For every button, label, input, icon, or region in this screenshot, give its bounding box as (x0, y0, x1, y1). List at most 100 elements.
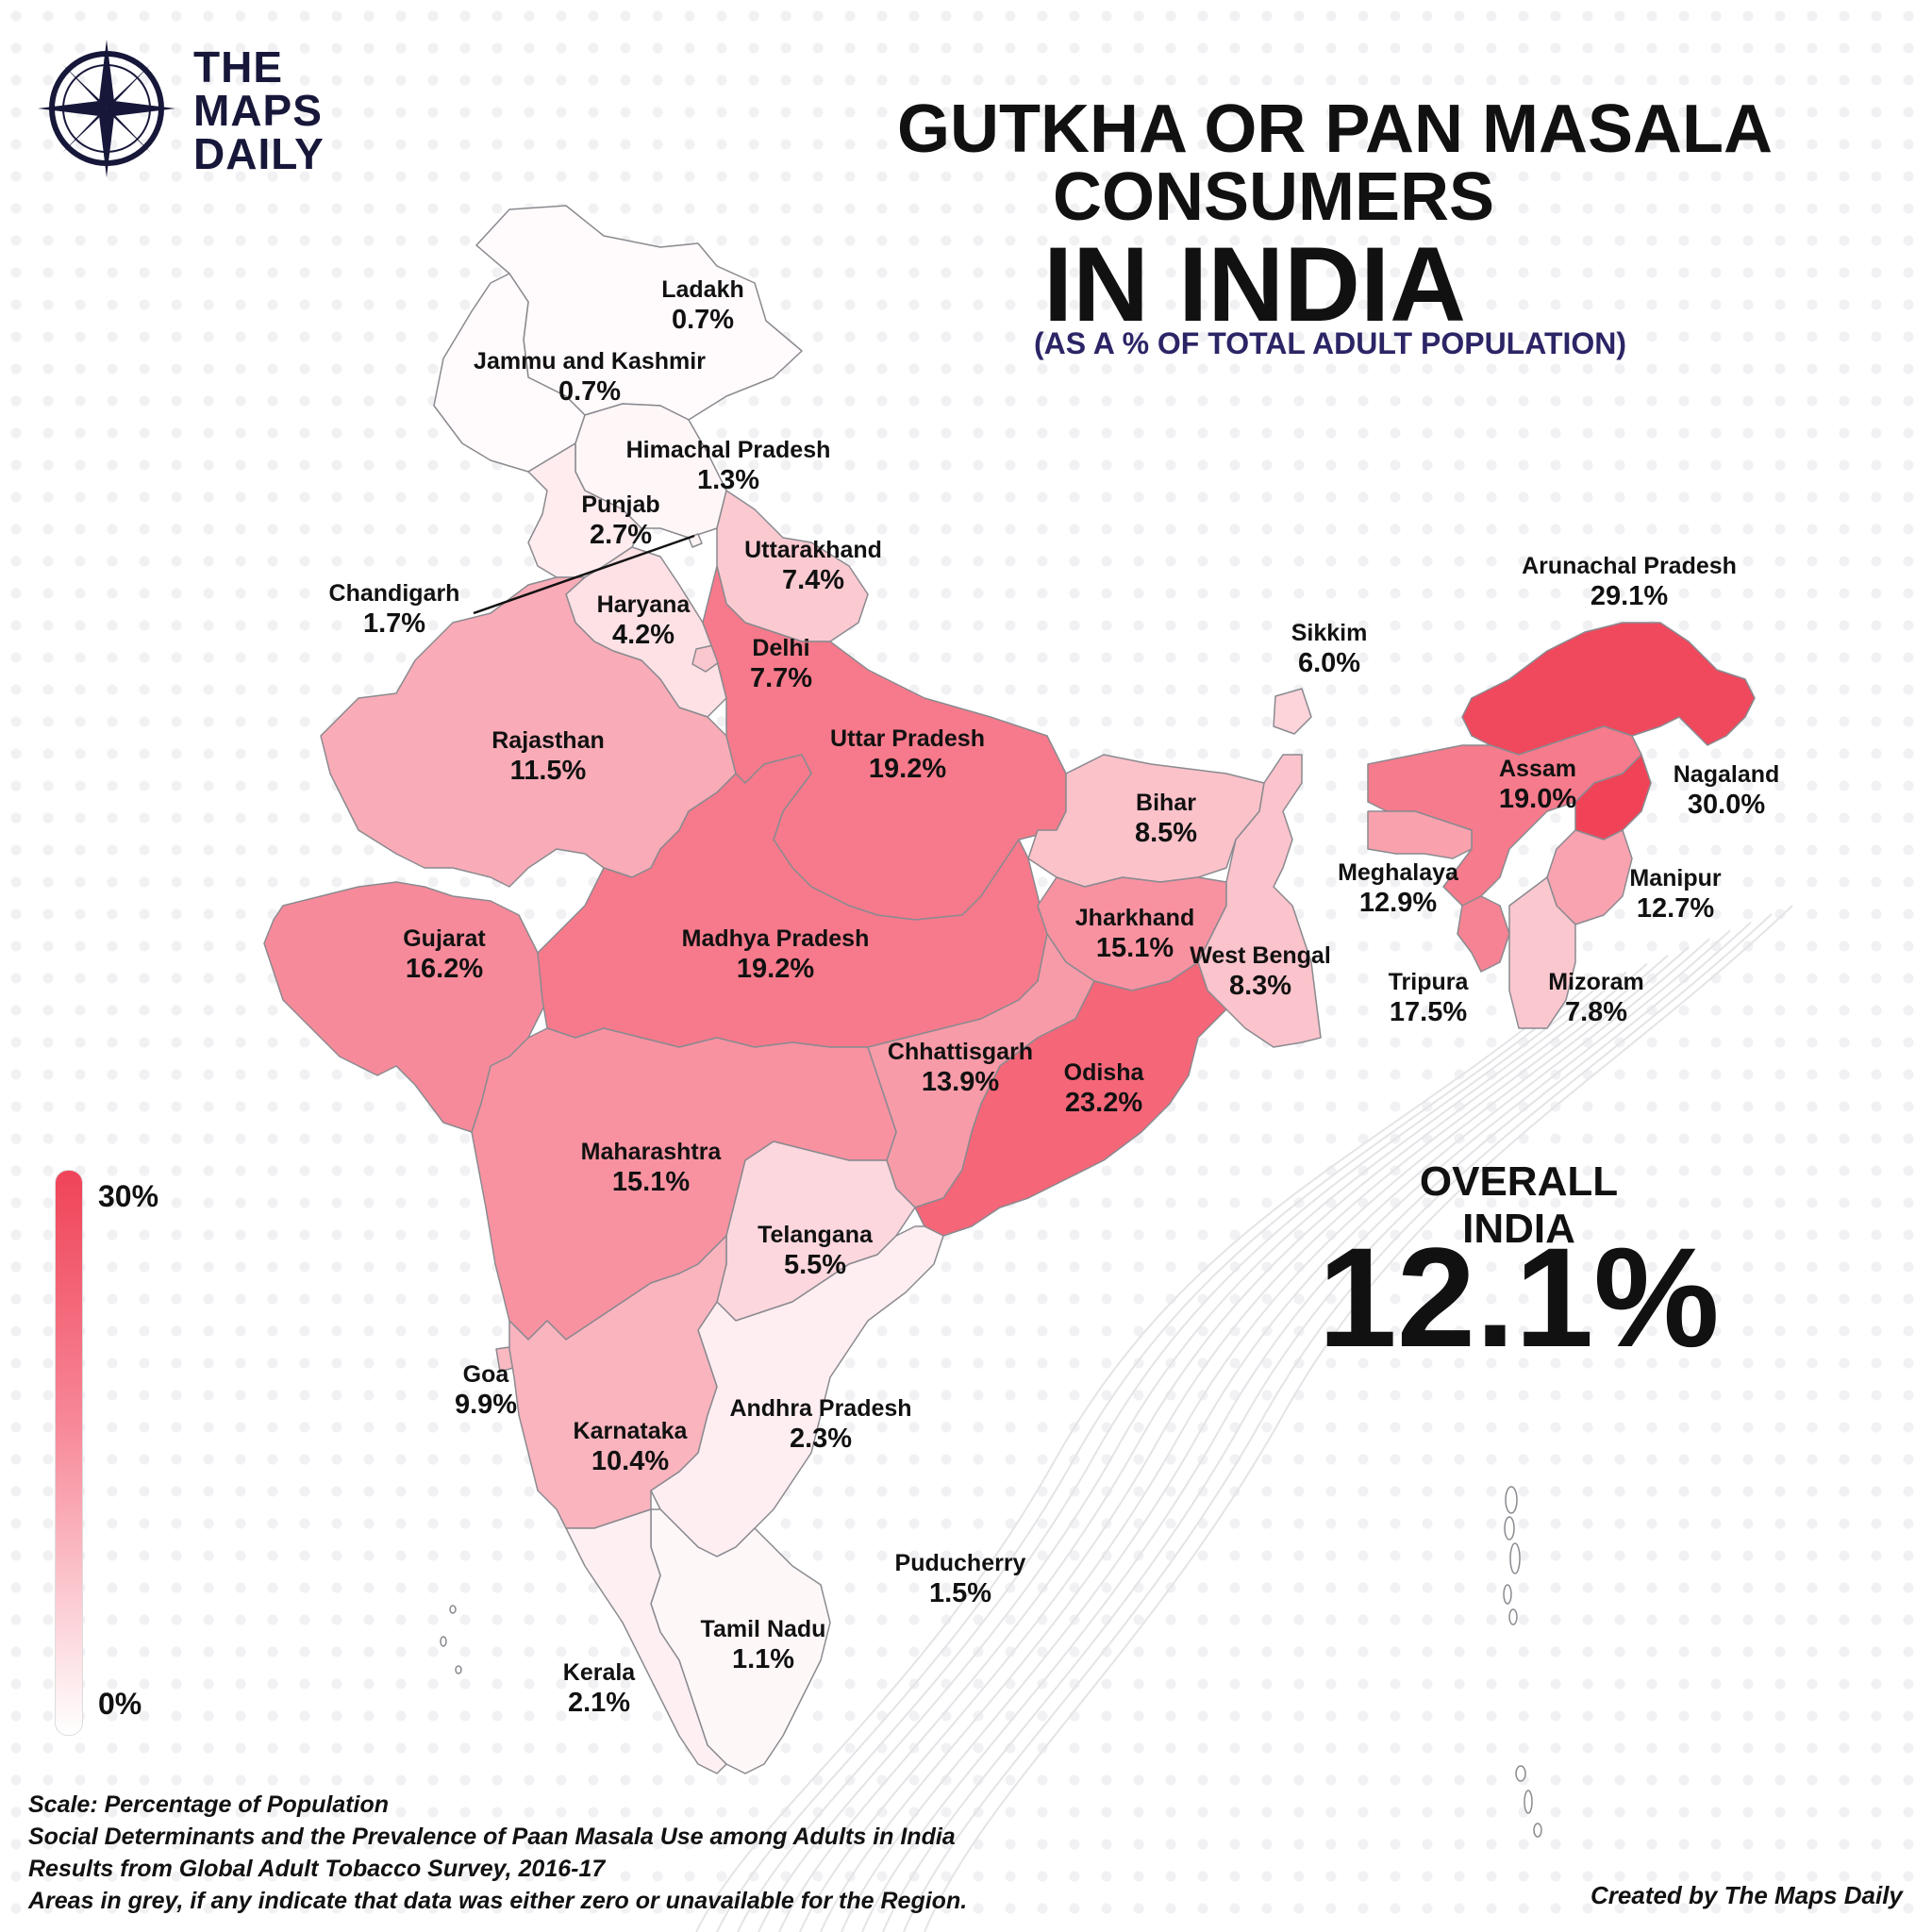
region-name: Maharashtra (580, 1139, 722, 1165)
region-name: Rajasthan (491, 727, 605, 754)
region-label-mizoram: Mizoram 7.8% (1548, 968, 1643, 1028)
region-label-gujarat: Gujarat 16.2% (403, 924, 486, 985)
region-name: Uttar Pradesh (830, 725, 985, 752)
region-label-odisha: Odisha 23.2% (1064, 1058, 1144, 1119)
footer-line: Results from Global Adult Tobacco Survey… (28, 1856, 606, 1882)
region-value: 1.5% (928, 1578, 992, 1608)
region-value: 12.7% (1636, 893, 1715, 924)
region-label-karnataka: Karnataka 10.4% (574, 1417, 688, 1477)
region-name: Bihar (1136, 790, 1196, 816)
region-name: Mizoram (1548, 969, 1644, 995)
region-label-nagaland: Nagaland 30.0% (1674, 760, 1780, 821)
region-name: Manipur (1629, 865, 1722, 891)
region-value: 2.3% (789, 1424, 853, 1454)
region-name: Chhattisgarh (887, 1039, 1034, 1065)
region-value: 29.1% (1590, 581, 1669, 611)
region-name: Haryana (596, 591, 691, 618)
region-value: 8.5% (1134, 818, 1198, 848)
logo-line: DAILY (193, 129, 325, 178)
region-label-puducherry: Puducherry 1.5% (895, 1549, 1026, 1609)
footer-line: Areas in grey, if any indicate that data… (28, 1888, 968, 1914)
island-outline (1533, 1823, 1542, 1838)
region-value: 8.3% (1228, 971, 1292, 1001)
region-west-bengal (1197, 754, 1322, 1048)
compass-rose-icon (38, 40, 175, 177)
region-name: Tamil Nadu (700, 1616, 826, 1642)
wave-line (778, 962, 1648, 1932)
region-label-uttarakhand: Uttarakhand 7.4% (744, 536, 882, 596)
region-value: 10.4% (591, 1446, 670, 1476)
region-value: 1.3% (696, 465, 760, 495)
region-label-jammu-and-kashmir: Jammu and Kashmir 0.7% (474, 347, 706, 408)
wave-line (716, 988, 1586, 1932)
region-value: 7.4% (781, 565, 845, 595)
region-name: Arunachal Pradesh (1522, 553, 1737, 579)
region-label-sikkim: Sikkim 6.0% (1291, 619, 1368, 679)
region-tripura (1457, 895, 1510, 973)
logo-line: THE (193, 42, 283, 92)
decorative-wave-lines (695, 905, 1793, 1932)
island-outline (1509, 1542, 1521, 1574)
region-name: Ladakh (661, 276, 744, 303)
region-label-ladakh: Ladakh 0.7% (661, 275, 744, 336)
wave-line (924, 905, 1793, 1932)
island-outline (440, 1636, 447, 1647)
footer-line: Social Determinants and the Prevalence o… (28, 1824, 956, 1850)
region-name: Karnataka (573, 1418, 688, 1444)
region-kerala (565, 1508, 727, 1774)
region-value: 7.7% (749, 663, 813, 693)
wave-line (882, 921, 1752, 1932)
region-name: Meghalaya (1338, 859, 1458, 886)
region-label-bihar: Bihar 8.5% (1135, 789, 1197, 849)
overall-value: 12.1% (1318, 1218, 1720, 1376)
region-name: Himachal Pradesh (625, 437, 831, 463)
region-label-jharkhand: Jharkhand 15.1% (1075, 904, 1194, 964)
region-value: 6.0% (1297, 648, 1361, 678)
wave-line (820, 946, 1690, 1932)
subtitle: (AS A % OF TOTAL ADULT POPULATION) (1033, 326, 1627, 360)
island-outline (449, 1605, 457, 1614)
region-name: Delhi (752, 635, 810, 661)
region-value: 0.7% (558, 376, 622, 407)
region-label-delhi: Delhi 7.7% (750, 634, 812, 694)
title-line-1: GUTKHA OR PAN MASALA (897, 92, 1773, 167)
region-sikkim (1273, 688, 1312, 735)
region-name: Assam (1498, 756, 1576, 782)
region-value: 23.2% (1064, 1088, 1143, 1118)
region-label-himachal-pradesh: Himachal Pradesh 1.3% (626, 436, 831, 496)
region-value: 13.9% (921, 1067, 1000, 1097)
region-label-uttar-pradesh: Uttar Pradesh 19.2% (830, 724, 985, 785)
region-label-haryana: Haryana 4.2% (597, 591, 691, 651)
region-name: Kerala (562, 1659, 636, 1686)
region-manipur (1546, 829, 1633, 925)
region-meghalaya (1367, 810, 1473, 859)
region-value: 4.2% (611, 620, 675, 650)
region-value: 16.2% (405, 954, 484, 984)
island-outline (1503, 1584, 1512, 1605)
island-outline (1508, 1608, 1518, 1625)
region-value: 1.1% (731, 1644, 795, 1674)
region-name: Tripura (1388, 969, 1469, 995)
region-value: 19.2% (868, 754, 947, 784)
wave-line (695, 996, 1565, 1932)
legend-color-scale (55, 1170, 83, 1736)
region-label-chandigarh: Chandigarh 1.7% (329, 579, 460, 640)
region-label-rajasthan: Rajasthan 11.5% (491, 726, 604, 787)
region-name: Jharkhand (1074, 905, 1195, 931)
logo-line: MAPS (193, 86, 323, 135)
region-name: Uttarakhand (744, 537, 882, 563)
region-label-madhya-pradesh: Madhya Pradesh 19.2% (682, 924, 870, 985)
wave-line (903, 913, 1773, 1932)
region-name: Gujarat (403, 925, 486, 952)
region-name: Puducherry (894, 1550, 1026, 1576)
region-value: 9.9% (454, 1390, 518, 1420)
region-label-telangana: Telangana 5.5% (758, 1221, 873, 1281)
region-name: Chandigarh (328, 580, 460, 607)
region-label-goa: Goa 9.9% (455, 1360, 517, 1421)
island-outline (455, 1665, 462, 1674)
region-value: 15.1% (1095, 933, 1174, 963)
region-value: 19.0% (1498, 784, 1577, 814)
region-name: Jammu and Kashmir (474, 348, 706, 375)
legend-max-label: 30% (98, 1179, 159, 1213)
